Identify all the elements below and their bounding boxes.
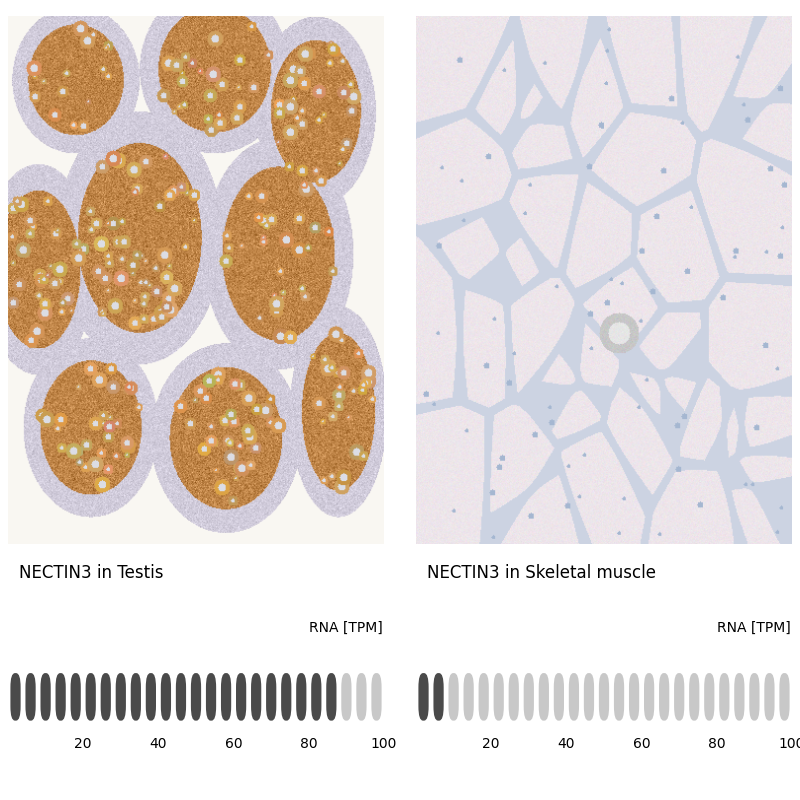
FancyBboxPatch shape <box>251 673 262 721</box>
FancyBboxPatch shape <box>70 673 81 721</box>
Text: 40: 40 <box>150 738 167 751</box>
FancyBboxPatch shape <box>55 673 66 721</box>
FancyBboxPatch shape <box>494 673 504 721</box>
FancyBboxPatch shape <box>311 673 322 721</box>
FancyBboxPatch shape <box>538 673 549 721</box>
FancyBboxPatch shape <box>221 673 231 721</box>
FancyBboxPatch shape <box>371 673 382 721</box>
FancyBboxPatch shape <box>146 673 156 721</box>
FancyBboxPatch shape <box>342 673 351 721</box>
FancyBboxPatch shape <box>326 673 337 721</box>
FancyBboxPatch shape <box>296 673 306 721</box>
FancyBboxPatch shape <box>463 673 474 721</box>
FancyBboxPatch shape <box>161 673 171 721</box>
FancyBboxPatch shape <box>206 673 216 721</box>
FancyBboxPatch shape <box>524 673 534 721</box>
FancyBboxPatch shape <box>644 673 654 721</box>
FancyBboxPatch shape <box>554 673 564 721</box>
FancyBboxPatch shape <box>86 673 96 721</box>
FancyBboxPatch shape <box>629 673 639 721</box>
Text: 100: 100 <box>779 738 800 751</box>
Text: 80: 80 <box>708 738 726 751</box>
Text: 20: 20 <box>482 738 500 751</box>
FancyBboxPatch shape <box>26 673 36 721</box>
FancyBboxPatch shape <box>509 673 519 721</box>
FancyBboxPatch shape <box>101 673 111 721</box>
FancyBboxPatch shape <box>719 673 730 721</box>
Text: NECTIN3 in Testis: NECTIN3 in Testis <box>19 564 164 582</box>
FancyBboxPatch shape <box>191 673 201 721</box>
FancyBboxPatch shape <box>41 673 50 721</box>
FancyBboxPatch shape <box>704 673 714 721</box>
Text: RNA [TPM]: RNA [TPM] <box>309 621 382 634</box>
FancyBboxPatch shape <box>750 673 759 721</box>
FancyBboxPatch shape <box>659 673 670 721</box>
FancyBboxPatch shape <box>779 673 790 721</box>
FancyBboxPatch shape <box>176 673 186 721</box>
FancyBboxPatch shape <box>584 673 594 721</box>
FancyBboxPatch shape <box>478 673 489 721</box>
FancyBboxPatch shape <box>356 673 366 721</box>
FancyBboxPatch shape <box>689 673 699 721</box>
FancyBboxPatch shape <box>266 673 276 721</box>
Text: RNA [TPM]: RNA [TPM] <box>717 621 790 634</box>
Text: 40: 40 <box>558 738 575 751</box>
FancyBboxPatch shape <box>449 673 458 721</box>
FancyBboxPatch shape <box>764 673 774 721</box>
Text: 80: 80 <box>300 738 318 751</box>
FancyBboxPatch shape <box>734 673 745 721</box>
Text: 60: 60 <box>225 738 242 751</box>
FancyBboxPatch shape <box>674 673 684 721</box>
FancyBboxPatch shape <box>569 673 579 721</box>
Text: 100: 100 <box>371 738 397 751</box>
FancyBboxPatch shape <box>130 673 141 721</box>
FancyBboxPatch shape <box>599 673 609 721</box>
FancyBboxPatch shape <box>116 673 126 721</box>
FancyBboxPatch shape <box>418 673 429 721</box>
FancyBboxPatch shape <box>434 673 444 721</box>
FancyBboxPatch shape <box>614 673 624 721</box>
Text: 20: 20 <box>74 738 92 751</box>
Text: NECTIN3 in Skeletal muscle: NECTIN3 in Skeletal muscle <box>427 564 656 582</box>
Text: 60: 60 <box>633 738 650 751</box>
FancyBboxPatch shape <box>236 673 246 721</box>
FancyBboxPatch shape <box>10 673 21 721</box>
FancyBboxPatch shape <box>281 673 291 721</box>
